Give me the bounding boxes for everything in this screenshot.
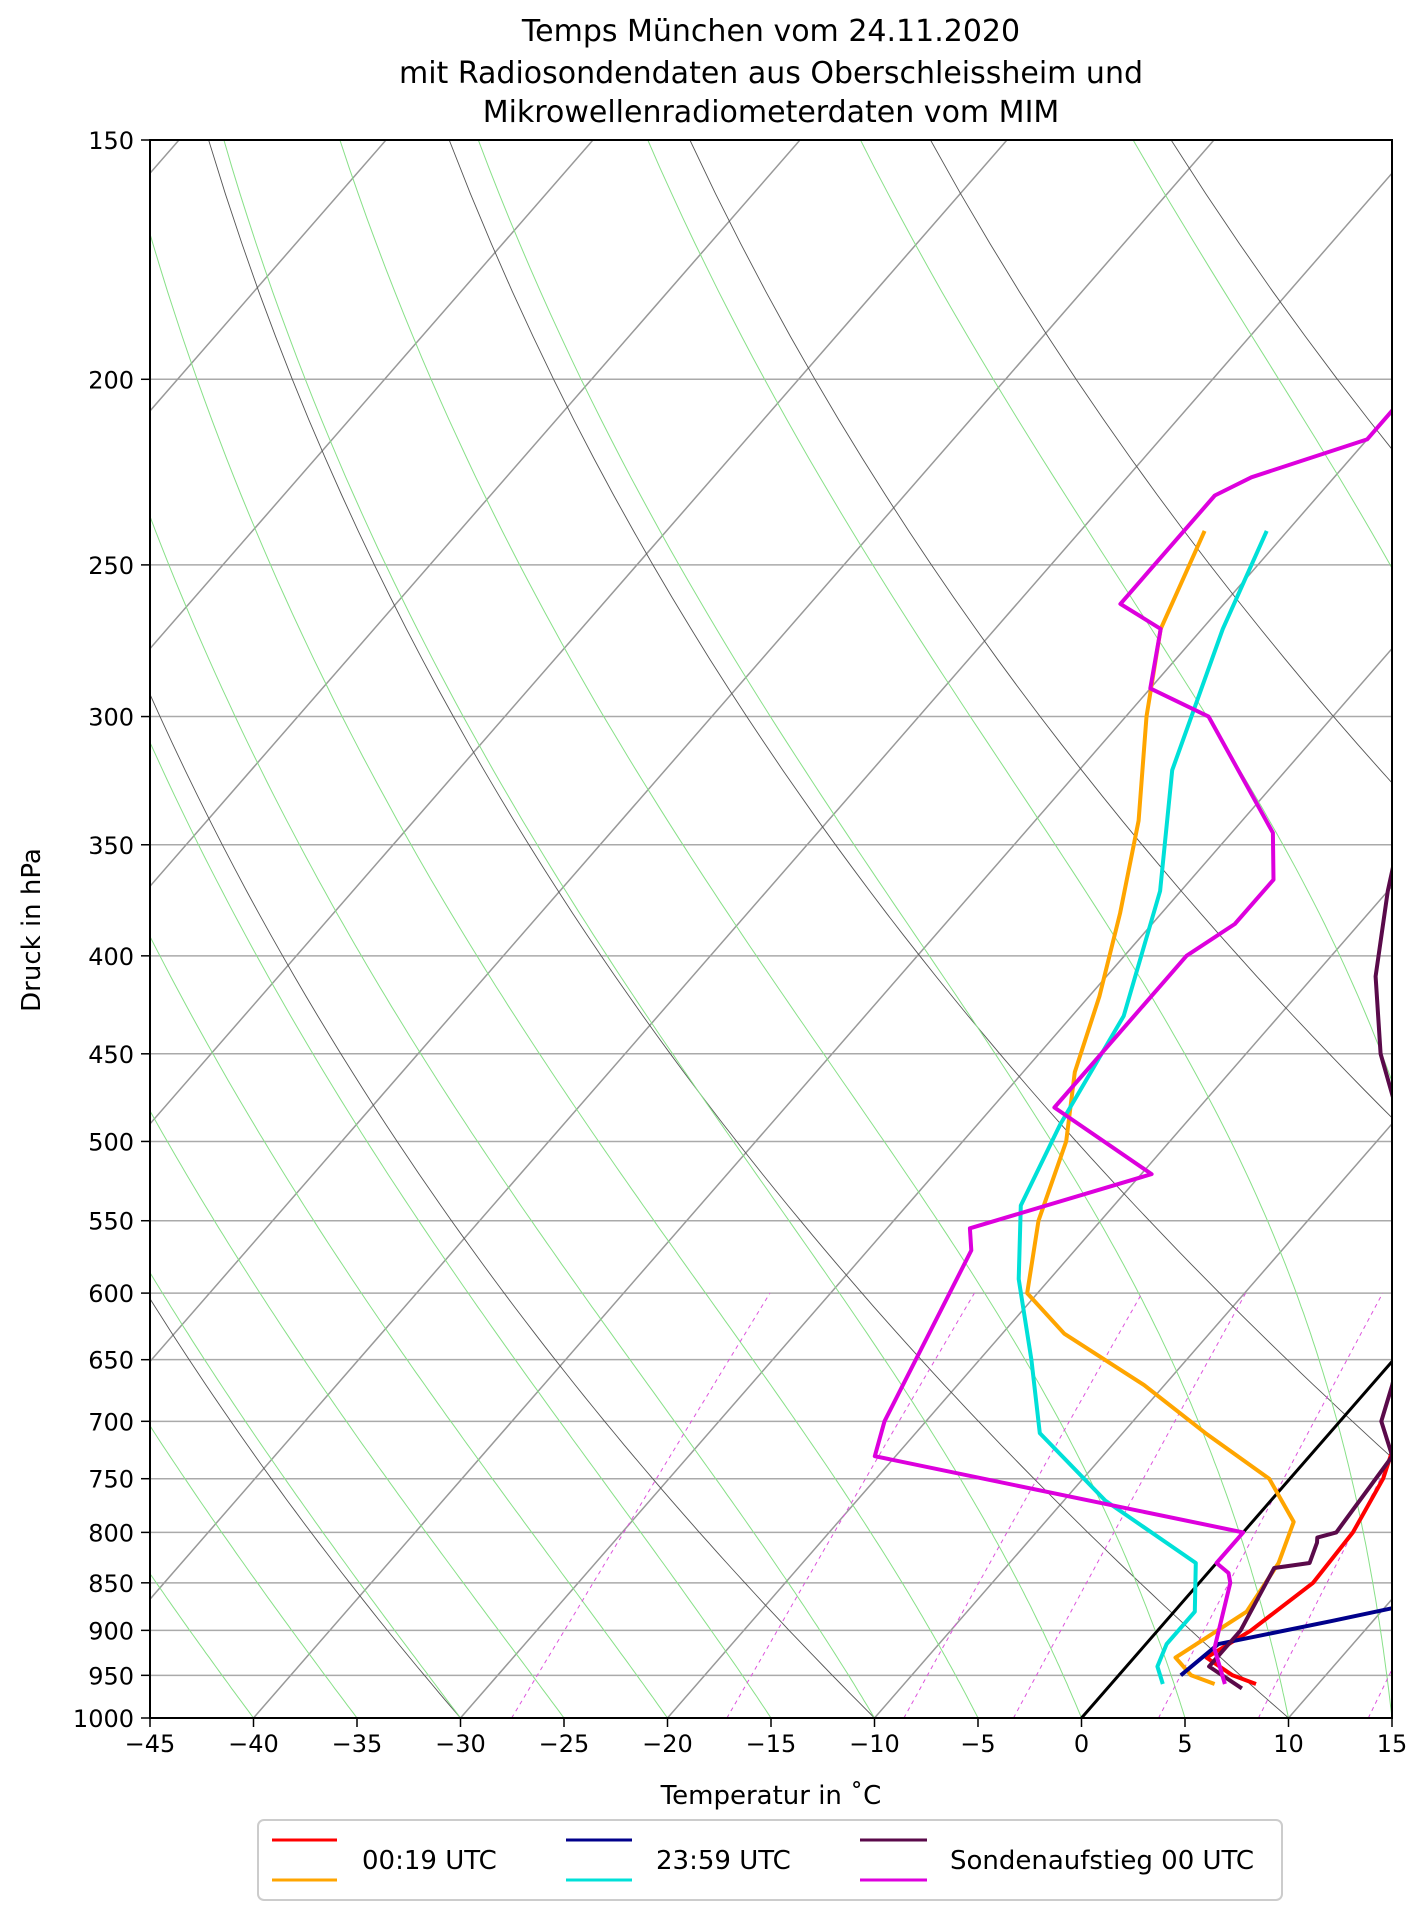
x-tick-label: 0 (1074, 1730, 1089, 1758)
isotherm-gridline (150, 140, 387, 413)
y-tick-label: 400 (88, 943, 134, 971)
dry-adiabat-line (1170, 140, 1392, 450)
y-tick-label: 450 (88, 1041, 134, 1069)
series-line-1-dewpoint (1025, 530, 1296, 1686)
moist-adiabat-line (150, 1424, 358, 1718)
series-line-2-temperature (1179, 1606, 1392, 1677)
y-tick-label: 300 (88, 704, 134, 732)
moist-adiabat-line (477, 140, 1289, 1718)
x-tick-label: −35 (332, 1730, 383, 1758)
dry-adiabat-line (1412, 140, 1427, 1718)
isotherm-gridline (150, 172, 1392, 1601)
moist-adiabat-line (150, 1271, 461, 1718)
isotherm-gridline (150, 140, 1215, 1363)
x-tick-label: 10 (1273, 1730, 1304, 1758)
mixing-ratio-line (903, 1292, 1143, 1718)
isotherm-gridline (150, 140, 1008, 1126)
x-tick-label: 15 (1377, 1730, 1408, 1758)
series-line-4-temperature (1207, 862, 1392, 1691)
legend-label-1: 23:59 UTC (656, 1846, 791, 1876)
x-tick-label: −40 (228, 1730, 279, 1758)
legend-label-0: 00:19 UTC (362, 1846, 497, 1876)
moist-adiabat-line (150, 1110, 565, 1718)
y-tick-label: 1000 (73, 1705, 134, 1733)
series-line-3-dewpoint (1016, 530, 1269, 1685)
mixing-ratio-line (511, 1292, 771, 1718)
dry-adiabat-line (448, 140, 1392, 1459)
series-line-0-temperature (1204, 1445, 1392, 1686)
chart-title-line-2: mit Radiosondendaten aus Oberschleisshei… (399, 56, 1143, 91)
legend-box (257, 1819, 1283, 1901)
y-tick-label: 600 (88, 1280, 134, 1308)
x-tick-label: −25 (539, 1730, 590, 1758)
x-axis-ticks: −45 −40 −35 −30 −25 −20 −15 −10 −5 0 5 10 15 (125, 1718, 1408, 1758)
mixing-ratio-line (726, 1292, 975, 1718)
legend-label-2: Sondenaufstieg 00 UTC (950, 1846, 1254, 1876)
dry-adiabat-line (150, 693, 875, 1718)
x-tick-label: −20 (642, 1730, 693, 1758)
y-axis-ticks: 150 200 250 300 350 400 450 500 550 600 650 700 750 8… (73, 127, 150, 1733)
mixing-ratio-line (1158, 1292, 1384, 1718)
y-tick-label: 150 (88, 127, 134, 155)
x-tick-label: −30 (435, 1730, 486, 1758)
series-layer (872, 407, 1392, 1691)
moist-adiabat-line (150, 232, 979, 1718)
y-tick-label: 200 (88, 366, 134, 394)
moist-adiabat-line (647, 140, 1392, 1718)
y-tick-label: 950 (88, 1662, 134, 1690)
zero-degree-isotherm (1080, 1359, 1392, 1718)
chart-title-line-3: Mikrowellenradiometerdaten vom MIM (483, 95, 1060, 130)
dry-adiabat-line (208, 140, 1289, 1718)
mixing-ratio-line (1367, 1668, 1392, 1718)
isotherm-gridline (1287, 1598, 1392, 1718)
dry-adiabat-line (150, 1297, 461, 1718)
x-tick-label: −5 (960, 1730, 995, 1758)
moist-adiabat-line (150, 741, 772, 1718)
y-tick-label: 250 (88, 552, 134, 580)
x-tick-label: −10 (849, 1730, 900, 1758)
mixing-ratio-line (1013, 1292, 1247, 1718)
isotherm-gridline (150, 140, 594, 650)
moist-adiabat-line (860, 140, 1392, 1083)
x-tick-label: −15 (746, 1730, 797, 1758)
y-tick-label: 750 (88, 1466, 134, 1494)
y-axis-label: Druck in hPa (17, 848, 47, 1012)
y-tick-label: 700 (88, 1408, 134, 1436)
x-tick-label: 5 (1177, 1730, 1192, 1758)
chart-title-line-1: Temps München vom 24.11.2020 (521, 14, 1020, 49)
grid-layer (150, 140, 1427, 1718)
x-tick-label: −45 (125, 1730, 176, 1758)
y-tick-label: 850 (88, 1570, 134, 1598)
moist-adiabat-line (339, 140, 1186, 1718)
plot-frame (149, 139, 1393, 1719)
y-tick-label: 550 (88, 1208, 134, 1236)
dry-adiabat-line (689, 140, 1392, 1119)
series-line-5-dewpoint (872, 407, 1392, 1685)
y-tick-label: 800 (88, 1519, 134, 1547)
y-tick-label: 500 (88, 1128, 134, 1156)
isotherm-gridline (666, 885, 1392, 1718)
legend: 00:19 UTC 23:59 UTC Sondenaufstieg 00 UT… (257, 1819, 1283, 1901)
moist-adiabat-line (150, 1572, 254, 1718)
isotherm-gridline (150, 140, 801, 888)
dry-adiabat-line (930, 140, 1392, 784)
x-axis-label: Temperatur in ˚C (660, 1781, 882, 1811)
isotherm-gridline (873, 1122, 1392, 1718)
y-tick-label: 350 (88, 832, 134, 860)
y-tick-label: 650 (88, 1347, 134, 1375)
y-tick-label: 900 (88, 1617, 134, 1645)
isotherm-gridline (252, 409, 1392, 1718)
moist-adiabat-line (150, 935, 668, 1718)
moist-adiabat-line (223, 140, 1082, 1718)
moist-adiabat-line (150, 515, 875, 1718)
